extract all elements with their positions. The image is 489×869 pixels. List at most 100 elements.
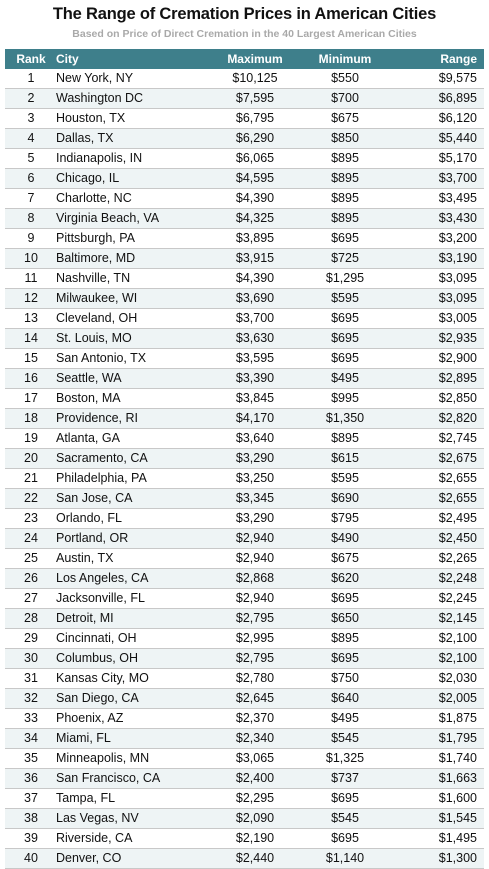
cell-city: Los Angeles, CA xyxy=(56,571,149,585)
cell-minimum: $725 xyxy=(331,251,359,265)
cell-city: Indianapolis, IN xyxy=(56,151,143,165)
cell-minimum: $495 xyxy=(331,711,359,725)
cell-city: Boston, MA xyxy=(56,391,121,405)
cell-maximum: $4,325 xyxy=(235,211,275,225)
cell-range: $2,850 xyxy=(438,391,477,405)
table-row: 32 San Diego, CA $2,645 $640 $2,005 xyxy=(5,689,484,709)
table-row: 9 Pittsburgh, PA $3,895 $695 $3,200 xyxy=(5,229,484,249)
cell-city: Washington DC xyxy=(56,91,144,105)
cell-minimum: $545 xyxy=(331,731,359,745)
cell-rank: 29 xyxy=(24,631,38,645)
cell-rank: 6 xyxy=(27,171,35,185)
cell-range: $2,935 xyxy=(438,331,477,345)
table-row: 27 Jacksonville, FL $2,940 $695 $2,245 xyxy=(5,589,484,609)
cell-rank: 25 xyxy=(24,551,38,565)
table-row: 29 Cincinnati, OH $2,995 $895 $2,100 xyxy=(5,629,484,649)
column-header-rank: Rank xyxy=(16,52,46,66)
table-row: 34 Miami, FL $2,340 $545 $1,795 xyxy=(5,729,484,749)
cell-minimum: $750 xyxy=(331,671,359,685)
cell-rank: 31 xyxy=(24,671,38,685)
cell-minimum: $490 xyxy=(331,531,359,545)
cell-rank: 11 xyxy=(24,271,38,285)
cell-minimum: $620 xyxy=(331,571,359,585)
cell-range: $1,663 xyxy=(438,771,477,785)
cell-maximum: $10,125 xyxy=(232,71,278,85)
cell-maximum: $2,940 xyxy=(235,551,275,565)
cell-maximum: $7,595 xyxy=(235,91,275,105)
cell-maximum: $2,645 xyxy=(235,691,275,705)
cell-maximum: $6,795 xyxy=(235,111,275,125)
cell-maximum: $2,090 xyxy=(235,811,275,825)
cell-minimum: $695 xyxy=(331,791,359,805)
table-header-row: Rank City Maximum Minimum Range xyxy=(5,49,484,69)
cell-city: Houston, TX xyxy=(56,111,126,125)
cell-maximum: $2,795 xyxy=(235,611,275,625)
cell-minimum: $895 xyxy=(331,631,359,645)
cell-maximum: $2,400 xyxy=(235,771,275,785)
cell-minimum: $495 xyxy=(331,371,359,385)
cell-city: Las Vegas, NV xyxy=(56,811,139,825)
cell-rank: 9 xyxy=(27,231,35,245)
cell-maximum: $3,915 xyxy=(235,251,275,265)
table-row: 39 Riverside, CA $2,190 $695 $1,495 xyxy=(5,829,484,849)
cell-rank: 38 xyxy=(24,811,38,825)
cell-city: Providence, RI xyxy=(56,411,138,425)
cell-rank: 12 xyxy=(24,291,38,305)
cell-minimum: $545 xyxy=(331,811,359,825)
cell-rank: 15 xyxy=(24,351,38,365)
cell-city: Virginia Beach, VA xyxy=(56,211,160,225)
table-row: 30 Columbus, OH $2,795 $695 $2,100 xyxy=(5,649,484,669)
cell-range: $2,495 xyxy=(438,511,477,525)
cell-maximum: $3,290 xyxy=(235,511,275,525)
cell-maximum: $4,170 xyxy=(235,411,275,425)
cell-range: $2,820 xyxy=(438,411,477,425)
cell-rank: 3 xyxy=(27,111,35,125)
cell-minimum: $695 xyxy=(331,331,359,345)
cell-maximum: $3,595 xyxy=(235,351,275,365)
cell-maximum: $2,780 xyxy=(235,671,275,685)
cell-minimum: $1,350 xyxy=(325,411,365,425)
cell-maximum: $3,690 xyxy=(235,291,275,305)
chart-subtitle: Based on Price of Direct Cremation in th… xyxy=(72,28,417,40)
table-row: 22 San Jose, CA $3,345 $690 $2,655 xyxy=(5,489,484,509)
cell-rank: 21 xyxy=(24,471,38,485)
table-row: 33 Phoenix, AZ $2,370 $495 $1,875 xyxy=(5,709,484,729)
cell-range: $3,200 xyxy=(438,231,477,245)
cell-rank: 34 xyxy=(24,731,38,745)
cell-range: $3,700 xyxy=(438,171,477,185)
cell-rank: 33 xyxy=(24,711,38,725)
cell-maximum: $3,250 xyxy=(235,471,275,485)
cell-maximum: $4,390 xyxy=(235,271,275,285)
cell-city: Riverside, CA xyxy=(56,831,133,845)
cell-minimum: $595 xyxy=(331,291,359,305)
cell-range: $1,795 xyxy=(438,731,477,745)
cell-maximum: $3,630 xyxy=(235,331,275,345)
cell-maximum: $2,868 xyxy=(235,571,275,585)
table-row: 13 Cleveland, OH $3,700 $695 $3,005 xyxy=(5,309,484,329)
cell-rank: 8 xyxy=(27,211,35,225)
cell-city: Milwaukee, WI xyxy=(56,291,138,305)
cell-range: $2,145 xyxy=(438,611,477,625)
cell-city: Orlando, FL xyxy=(56,511,123,525)
cell-range: $2,450 xyxy=(438,531,477,545)
cell-city: Philadelphia, PA xyxy=(56,471,147,485)
cell-city: Tampa, FL xyxy=(56,791,116,805)
cell-range: $2,655 xyxy=(438,491,477,505)
cell-range: $3,495 xyxy=(438,191,477,205)
table-row: 28 Detroit, MI $2,795 $650 $2,145 xyxy=(5,609,484,629)
cell-range: $2,005 xyxy=(438,691,477,705)
cell-maximum: $2,940 xyxy=(235,531,275,545)
cell-city: Miami, FL xyxy=(56,731,111,745)
table-row: 36 San Francisco, CA $2,400 $737 $1,663 xyxy=(5,769,484,789)
column-header-range: Range xyxy=(440,52,477,66)
cell-rank: 5 xyxy=(27,151,35,165)
cell-range: $3,005 xyxy=(438,311,477,325)
cell-maximum: $4,390 xyxy=(235,191,275,205)
cell-city: Minneapolis, MN xyxy=(56,751,150,765)
table-row: 25 Austin, TX $2,940 $675 $2,265 xyxy=(5,549,484,569)
cell-rank: 36 xyxy=(24,771,38,785)
cell-maximum: $2,940 xyxy=(235,591,275,605)
cell-city: Kansas City, MO xyxy=(56,671,149,685)
cell-minimum: $690 xyxy=(331,491,359,505)
table-row: 20 Sacramento, CA $3,290 $615 $2,675 xyxy=(5,449,484,469)
